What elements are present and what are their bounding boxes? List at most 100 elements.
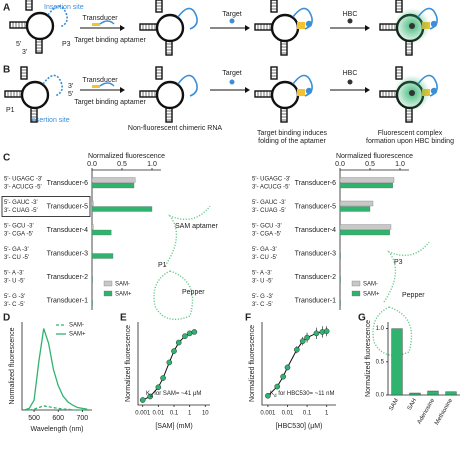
target [430,87,438,95]
point [304,334,310,341]
point [299,338,306,344]
sequence: 5'- UGAGC -3' [252,177,290,183]
aptamer-icon [99,20,115,25]
legend-label: SAM- [363,282,378,288]
category-label: Transducer-6 [295,180,336,187]
x-tick-label: 0.5 [365,161,375,168]
y-axis-label: Normalized fluorescence [9,327,16,404]
bar [339,182,393,189]
transducer-icon [92,23,100,26]
sequence: 5'- GCU -3' [252,224,282,230]
category-label: Transducer-5 [295,203,336,210]
rna-loop [25,11,55,41]
label: HBC [343,11,358,18]
hbc [409,90,415,96]
bar [339,206,371,212]
insertion-loop [177,74,198,97]
annotation-part: for SAM= ~41 μM [153,391,202,397]
rna-loop [155,13,185,43]
point [313,330,320,337]
point [160,375,166,381]
arrow-head [245,25,250,31]
panel-label: E [120,313,127,324]
rna-loop [20,80,50,110]
legend-swatch [351,280,361,287]
category-label: Transducer-6 [47,180,88,187]
rna-stem [165,40,173,56]
category-label: Transducer-4 [47,227,88,234]
bar [339,224,392,230]
legend-label: SAM- [115,282,130,288]
sequence: 3'- C -5' [4,302,25,308]
x-tick-label: 10 [202,411,209,417]
sequence: 3'- U -5' [252,279,273,285]
x-tick-label: 0.001 [135,411,151,417]
panel-label: B [3,65,10,76]
annotation: Kd for HBC530= ~11 nM [270,391,334,398]
legend-label: SAM+ [115,292,132,298]
sequence: 5'- A -3' [252,271,272,277]
structure-sketch [153,205,211,320]
label: Target binding aptamer [74,99,146,106]
label: Transducer [82,15,118,22]
x-tick-label: SAH [407,398,418,412]
annotation-part: K [146,391,150,397]
rna-stem [165,107,173,123]
point [171,348,177,354]
legend-swatch [103,290,113,297]
sequence: 3'- CUAG -5' [252,208,286,214]
bar [91,271,93,277]
bar [91,177,136,183]
label: Target [222,11,242,18]
sequence: 5'- GAUC -3' [4,200,38,206]
arrow-head [365,87,370,93]
bar [339,247,341,254]
sequence: 3'- CUAG -5' [4,208,38,214]
rna-stem [25,0,33,11]
category-label: Transducer-5 [47,203,88,210]
bar [91,206,153,212]
bar [339,253,341,259]
axis [91,169,161,310]
category-label: Transducer-2 [47,274,88,281]
caption: Target binding induces [257,130,328,137]
fit-line [267,330,327,397]
label: Target binding aptamer [74,37,146,44]
annotation-part: d [150,393,153,398]
x-tick-label: 600 [52,415,64,422]
y-axis-label: Normalized fluorescence [365,320,372,397]
annotation: P1 [158,262,167,269]
line [24,328,88,411]
x-tick-label: 0.1 [303,411,312,417]
sequence: 3'- C -5' [252,302,273,308]
axis [261,322,336,406]
bar [339,276,341,283]
rna-stem [4,90,23,98]
y-tick-label: 1.0 [376,326,385,332]
bar [391,328,403,396]
x-tick-label: 0.01 [153,411,165,417]
legend-swatch [103,280,113,287]
legend-label: SAM- [69,323,84,329]
target [430,20,438,28]
target-icon [229,79,235,85]
x-tick-label: 0.01 [282,411,294,417]
insertion-loop [177,7,198,30]
x-tick-label: 0.0 [87,161,97,168]
rna-loop [270,80,300,110]
sequence: 5'- G -3' [252,294,273,300]
caption: Non-fluorescent chimeric RNA [128,125,222,132]
legend-swatch [351,290,361,297]
arrow-head [365,25,370,31]
sequence: 3'- CU -5' [4,255,29,261]
point [274,383,281,390]
x-tick-label: SAM [388,398,400,412]
bar [427,390,439,396]
point [147,393,153,400]
point [323,328,330,335]
label: HBC [343,70,358,77]
bar [339,300,341,306]
bar [91,200,94,207]
x-tick-label: Adenosine [417,397,437,425]
annotation: P3 [394,259,403,266]
